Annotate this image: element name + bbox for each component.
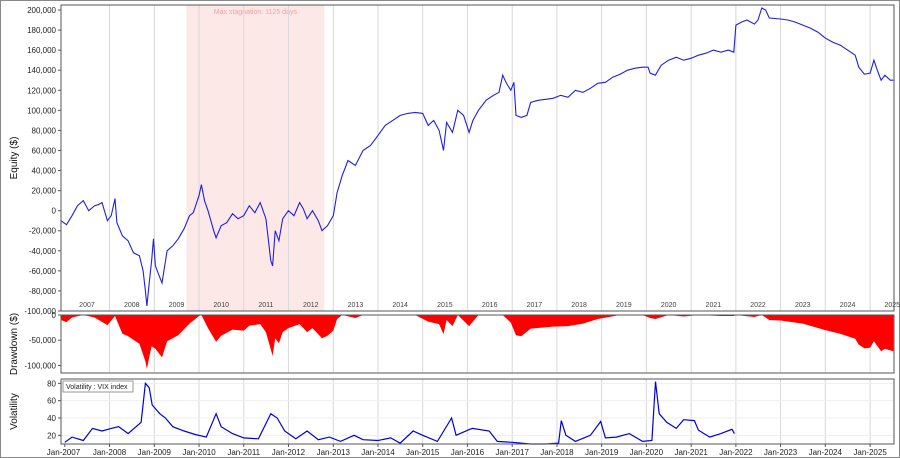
drawdown-y-tick-label: 0 bbox=[52, 311, 57, 320]
equity-y-tick-label: -20,000 bbox=[29, 227, 57, 236]
vix-legend-box bbox=[62, 380, 134, 393]
x-axis-tick-label: Jan-2025 bbox=[853, 448, 887, 457]
equity-y-tick-label: -100,000 bbox=[24, 307, 56, 316]
vix-grid bbox=[61, 379, 894, 444]
drawdown-grid bbox=[109, 315, 871, 373]
x-axis-tick-label: Jan-2012 bbox=[272, 448, 306, 457]
equity-y-tick-label: 100,000 bbox=[27, 106, 56, 115]
equity-year-label: 2017 bbox=[527, 302, 543, 309]
x-axis-tick-label: Jan-2018 bbox=[540, 448, 574, 457]
equity-year-label: 2023 bbox=[795, 302, 811, 309]
equity-year-label: 2011 bbox=[258, 302, 273, 309]
vix-panel: 20 40 60 80 Volatility : VIX index Volatili… bbox=[9, 378, 895, 445]
drawdown-area bbox=[61, 315, 894, 369]
x-axis-tick-label: Jan-2008 bbox=[93, 448, 127, 457]
x-axis-tick-label: Jan-2009 bbox=[138, 448, 172, 457]
equity-y-tick-label: 60,000 bbox=[32, 146, 57, 155]
vix-panel-frame bbox=[60, 378, 895, 445]
drawdown-y-tick-label: -100,000 bbox=[24, 361, 56, 370]
equity-year-label: 2019 bbox=[616, 302, 632, 309]
drawdown-y-tick-label: -50,000 bbox=[29, 336, 57, 345]
equity-y-tick-label: 200,000 bbox=[27, 6, 56, 15]
equity-y-tick-label: -60,000 bbox=[29, 267, 57, 276]
equity-y-tick-label: 140,000 bbox=[27, 66, 56, 75]
equity-year-label: 2018 bbox=[571, 302, 587, 309]
vix-line bbox=[64, 381, 735, 445]
equity-year-label: 2012 bbox=[303, 302, 319, 309]
vix-y-axis-ticks: 20 40 60 80 bbox=[47, 379, 61, 440]
vix-y-axis-label: Volatility bbox=[9, 393, 20, 430]
equity-panel-frame bbox=[60, 4, 895, 312]
x-axis-tick-label: Jan-2013 bbox=[317, 448, 351, 457]
equity-year-label: 2015 bbox=[437, 302, 453, 309]
equity-y-tick-label: -80,000 bbox=[29, 287, 57, 296]
x-axis-tick-label: Jan-2020 bbox=[630, 448, 664, 457]
equity-grid bbox=[109, 5, 871, 311]
vix-y-tick-label: 20 bbox=[47, 431, 56, 440]
equity-year-labels: 2007 2008 2009 2010 2011 2012 2013 2014 2015 2016… bbox=[79, 302, 900, 309]
equity-year-label: 2022 bbox=[750, 302, 766, 309]
x-axis-tick-label: Jan-2011 bbox=[227, 448, 260, 457]
equity-y-tick-label: 40,000 bbox=[32, 167, 57, 176]
equity-y-tick-label: 180,000 bbox=[27, 26, 56, 35]
equity-year-label: 2013 bbox=[348, 302, 364, 309]
vix-y-tick-label: 60 bbox=[47, 397, 56, 406]
x-axis-tick-label: Jan-2017 bbox=[496, 448, 530, 457]
equity-year-label: 2020 bbox=[661, 302, 677, 309]
equity-year-label: 2021 bbox=[706, 302, 722, 309]
equity-y-tick-label: 0 bbox=[52, 207, 57, 216]
equity-panel: Max stagnation: 1125 days -100,000 -80,00… bbox=[9, 4, 900, 316]
equity-year-label: 2007 bbox=[79, 302, 95, 309]
equity-year-label: 2016 bbox=[482, 302, 498, 309]
x-axis-tick-label: Jan-2022 bbox=[719, 448, 753, 457]
equity-y-tick-label: 80,000 bbox=[32, 126, 57, 135]
vix-y-tick-label: 40 bbox=[47, 414, 56, 423]
x-axis-tick-label: Jan-2014 bbox=[361, 448, 395, 457]
x-axis-tick-label: Jan-2016 bbox=[451, 448, 485, 457]
drawdown-panel: 0 -50,000 -100,000 Drawdown ($) bbox=[9, 311, 895, 375]
x-axis-tick-label: Jan-2010 bbox=[182, 448, 216, 457]
max-stagnation-label: Max stagnation: 1125 days bbox=[214, 9, 298, 16]
equity-y-tick-label: 120,000 bbox=[27, 86, 56, 95]
equity-line bbox=[60, 7, 894, 307]
equity-year-label: 2014 bbox=[392, 302, 408, 309]
x-axis-tick-label: Jan-2019 bbox=[585, 448, 619, 457]
vix-legend-text: Volatility : VIX index bbox=[66, 384, 128, 391]
drawdown-panel-frame bbox=[60, 314, 895, 374]
equity-y-tick-label: 20,000 bbox=[32, 187, 57, 196]
equity-year-label: 2024 bbox=[840, 302, 856, 309]
equity-year-label: 2025 bbox=[884, 302, 900, 309]
x-axis-tick-label: Jan-2023 bbox=[764, 448, 798, 457]
equity-y-axis-label: Equity ($) bbox=[9, 137, 20, 180]
x-axis-tick-label: Jan-2015 bbox=[406, 448, 440, 457]
equity-year-label: 2008 bbox=[124, 302, 140, 309]
x-axis-date-ticks: Jan-2007 Jan-2008 Jan-2009 Jan-2010 Jan-2011… bbox=[47, 444, 887, 457]
equity-y-tick-label: -40,000 bbox=[29, 247, 57, 256]
x-axis-tick-label: Jan-2007 bbox=[47, 448, 81, 457]
equity-y-tick-label: 160,000 bbox=[27, 46, 56, 55]
x-axis-tick-label: Jan-2024 bbox=[809, 448, 843, 457]
vix-y-tick-label: 80 bbox=[47, 379, 56, 388]
equity-year-label: 2009 bbox=[169, 302, 185, 309]
equity-year-label: 2010 bbox=[213, 302, 229, 309]
x-axis-tick-label: Jan-2021 bbox=[674, 448, 708, 457]
max-stagnation-band bbox=[186, 5, 325, 311]
drawdown-y-axis-label: Drawdown ($) bbox=[9, 313, 20, 375]
equity-y-axis-ticks: -100,000 -80,000 -60,000 -40,000 -20,000 0 20,… bbox=[24, 6, 61, 316]
